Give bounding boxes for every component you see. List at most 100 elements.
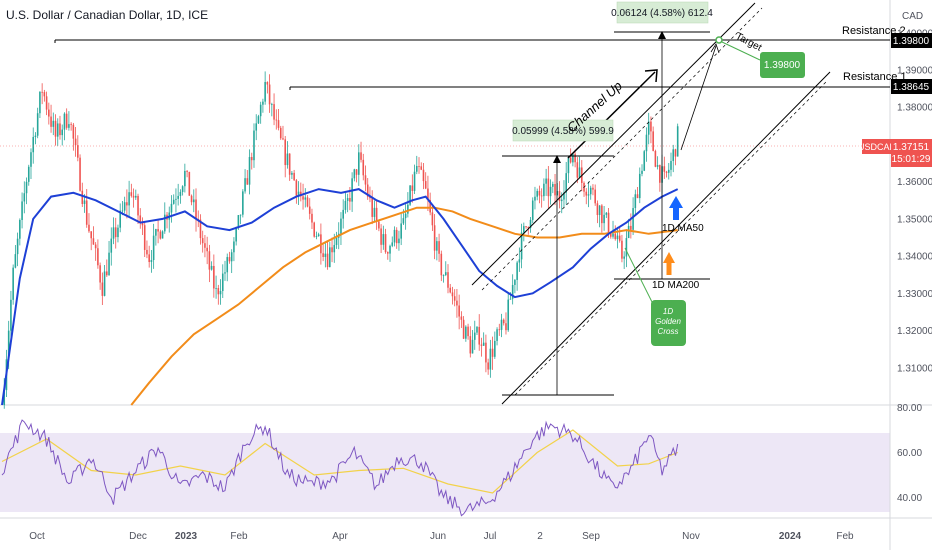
candle-body (567, 157, 570, 174)
candle-body (525, 226, 527, 228)
candle-body (210, 265, 213, 270)
candle-body (177, 195, 179, 199)
candle-body (534, 196, 536, 201)
ma200-line (130, 206, 678, 406)
time-tick-label: 2 (537, 531, 543, 542)
candle-body (424, 181, 427, 189)
candle-body (654, 150, 657, 167)
candle-body (130, 192, 133, 196)
candle-body (217, 288, 220, 295)
candle-body (48, 109, 50, 117)
candle-body (155, 229, 157, 236)
candle-body (132, 195, 135, 198)
candle-body (126, 202, 128, 206)
candle-body (230, 252, 233, 262)
candle-body (90, 231, 92, 239)
price-tick-label: 1.38000 (897, 103, 932, 114)
candle-body (543, 183, 545, 197)
projection-arrow-line (680, 45, 717, 151)
candle-body (465, 326, 467, 339)
candle-body (433, 225, 436, 251)
candle-body (451, 292, 454, 297)
channel-arrow-line (567, 71, 656, 159)
candle-body (264, 81, 266, 102)
candle-body (509, 298, 512, 300)
golden-cross-label: Cross (658, 327, 679, 336)
golden-cross-box (651, 300, 686, 346)
candle-body (288, 153, 291, 175)
candle-body (380, 228, 382, 245)
candle-body (92, 238, 95, 245)
countdown: 15:01:29 (892, 154, 931, 165)
candle-body (436, 241, 438, 251)
price-tick-label: 1.32000 (897, 326, 932, 337)
candle-body (186, 170, 188, 172)
candle-body (540, 195, 543, 197)
candle-body (369, 196, 371, 199)
candle-body (558, 191, 561, 202)
candle-body (592, 187, 594, 190)
candle-body (61, 129, 64, 136)
chart-title: U.S. Dollar / Canadian Dollar, 1D, ICE (6, 8, 209, 22)
candle-body (306, 197, 309, 207)
candle-body (569, 157, 572, 163)
candle-body (215, 288, 217, 289)
candle-body (65, 113, 68, 128)
candle-body (623, 256, 625, 259)
candle-body (85, 200, 88, 225)
ma50-arrow (669, 196, 683, 220)
candle-body (139, 215, 142, 223)
candle-body (630, 225, 632, 230)
candle-body (473, 332, 476, 340)
measure-2-label: 0.06124 (4.58%) 612.4 (611, 8, 713, 19)
measure-2-arrowhead (658, 31, 666, 39)
candle-body (293, 172, 295, 181)
candle-body (565, 173, 567, 193)
candle-body (77, 145, 79, 158)
candle-body (342, 209, 344, 219)
candle-body (634, 194, 637, 209)
candle-body (650, 121, 652, 132)
candle-body (213, 265, 215, 289)
candle-body (498, 329, 501, 331)
candle-body (482, 342, 485, 346)
candle-body (172, 199, 175, 204)
price-tick-label: 1.34000 (897, 252, 932, 263)
candle-body (262, 101, 264, 105)
candle-body (366, 184, 369, 197)
candle-body (458, 305, 460, 317)
candle-body (393, 229, 396, 243)
candle-body (300, 191, 302, 197)
candle-body (114, 227, 117, 238)
channel-upper-inner (481, 7, 763, 291)
candle-body (297, 191, 300, 196)
candle-body (192, 199, 195, 203)
resistance-2-label: Resistance 2 (842, 25, 906, 37)
candle-body (101, 282, 104, 296)
candle-body (94, 244, 97, 249)
candle-body (12, 267, 14, 300)
time-tick-label: Oct (29, 531, 45, 542)
candle-body (375, 207, 378, 222)
price-tick-label: 1.35000 (897, 214, 932, 225)
candle-body (616, 235, 619, 240)
candle-body (268, 84, 271, 105)
target-connector (721, 41, 761, 61)
rsi-tick-label: 60.00 (897, 448, 922, 459)
candle-body (181, 186, 184, 192)
candle-body (226, 257, 229, 273)
candle-body (589, 187, 592, 195)
candle-body (219, 291, 222, 295)
candle-body (235, 228, 237, 242)
candle-body (409, 185, 411, 205)
time-tick-label: Dec (129, 531, 147, 542)
candle-body (647, 121, 650, 135)
candle-body (16, 238, 19, 255)
candle-body (636, 194, 639, 199)
candle-body (233, 241, 235, 253)
candle-body (607, 212, 610, 234)
candle-body (560, 199, 563, 202)
candle-body (157, 229, 159, 232)
candle-body (453, 296, 456, 301)
candle-body (32, 136, 35, 153)
